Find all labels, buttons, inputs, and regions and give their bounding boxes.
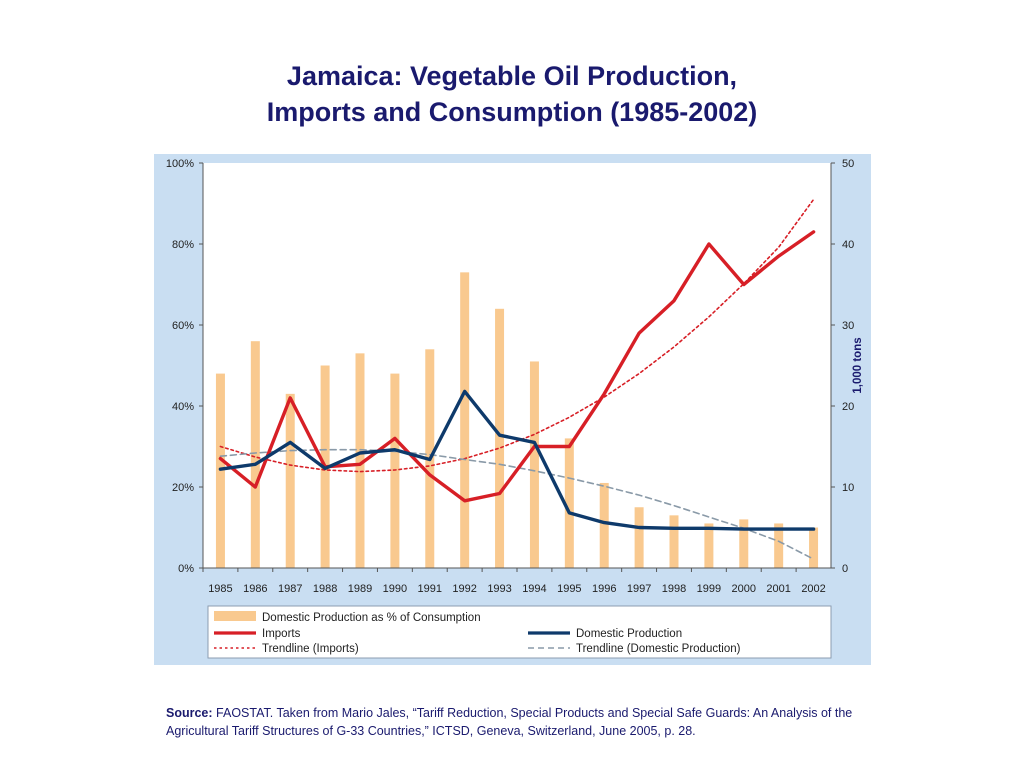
right-tick-label: 0	[842, 563, 848, 575]
bar-domestic-share-1997	[635, 507, 644, 568]
bar-domestic-share-1993	[495, 309, 504, 568]
right-tick-label: 10	[842, 482, 854, 494]
x-tick-label-1986: 1986	[243, 583, 267, 595]
x-tick-label-2000: 2000	[732, 583, 756, 595]
bar-domestic-share-1986	[251, 341, 260, 568]
legend-label: Imports	[262, 628, 301, 640]
bar-domestic-share-1994	[530, 361, 539, 568]
right-tick-label: 40	[842, 239, 854, 251]
bar-domestic-share-1987	[286, 394, 295, 568]
bar-domestic-share-1999	[704, 523, 713, 568]
x-tick-label-1999: 1999	[697, 583, 721, 595]
x-tick-label-1987: 1987	[278, 583, 302, 595]
legend-label: Trendline (Imports)	[262, 643, 359, 655]
right-tick-label: 50	[842, 158, 854, 170]
bar-domestic-share-1996	[600, 483, 609, 568]
x-tick-label-1995: 1995	[557, 583, 581, 595]
x-tick-label-1989: 1989	[348, 583, 372, 595]
x-tick-label-1991: 1991	[418, 583, 442, 595]
x-tick-label-1992: 1992	[452, 583, 476, 595]
x-tick-label-1993: 1993	[487, 583, 511, 595]
left-tick-label: 80%	[172, 239, 194, 251]
x-tick-label-2002: 2002	[801, 583, 825, 595]
left-tick-label: 100%	[166, 158, 194, 170]
x-tick-label-1990: 1990	[383, 583, 407, 595]
source-label: Source:	[166, 706, 213, 720]
bar-domestic-share-1992	[460, 272, 469, 568]
x-tick-label-1985: 1985	[208, 583, 232, 595]
legend-label: Trendline (Domestic Production)	[576, 643, 741, 655]
source-note: Source: FAOSTAT. Taken from Mario Jales,…	[166, 704, 886, 740]
source-text: FAOSTAT. Taken from Mario Jales, “Tariff…	[166, 706, 852, 738]
x-tick-label-1997: 1997	[627, 583, 651, 595]
right-tick-label: 30	[842, 320, 854, 332]
x-tick-label-1994: 1994	[522, 583, 546, 595]
legend: Domestic Production as % of Consumption I…	[208, 606, 831, 658]
x-tick-label-1996: 1996	[592, 583, 616, 595]
bar-domestic-share-1998	[670, 515, 679, 568]
right-tick-label: 20	[842, 401, 854, 413]
legend-swatch-bar	[214, 611, 256, 621]
x-tick-label-1998: 1998	[662, 583, 686, 595]
x-tick-label-1988: 1988	[313, 583, 337, 595]
legend-label: Domestic Production	[576, 628, 682, 640]
x-tick-label-2001: 2001	[766, 583, 790, 595]
plot-area	[203, 163, 831, 568]
left-tick-label: 40%	[172, 401, 194, 413]
left-tick-label: 0%	[178, 563, 194, 575]
right-axis-label: 1,000 tons	[852, 337, 864, 393]
left-tick-label: 20%	[172, 482, 194, 494]
left-tick-label: 60%	[172, 320, 194, 332]
bar-domestic-share-2002	[809, 528, 818, 569]
legend-label: Domestic Production as % of Consumption	[262, 612, 481, 624]
